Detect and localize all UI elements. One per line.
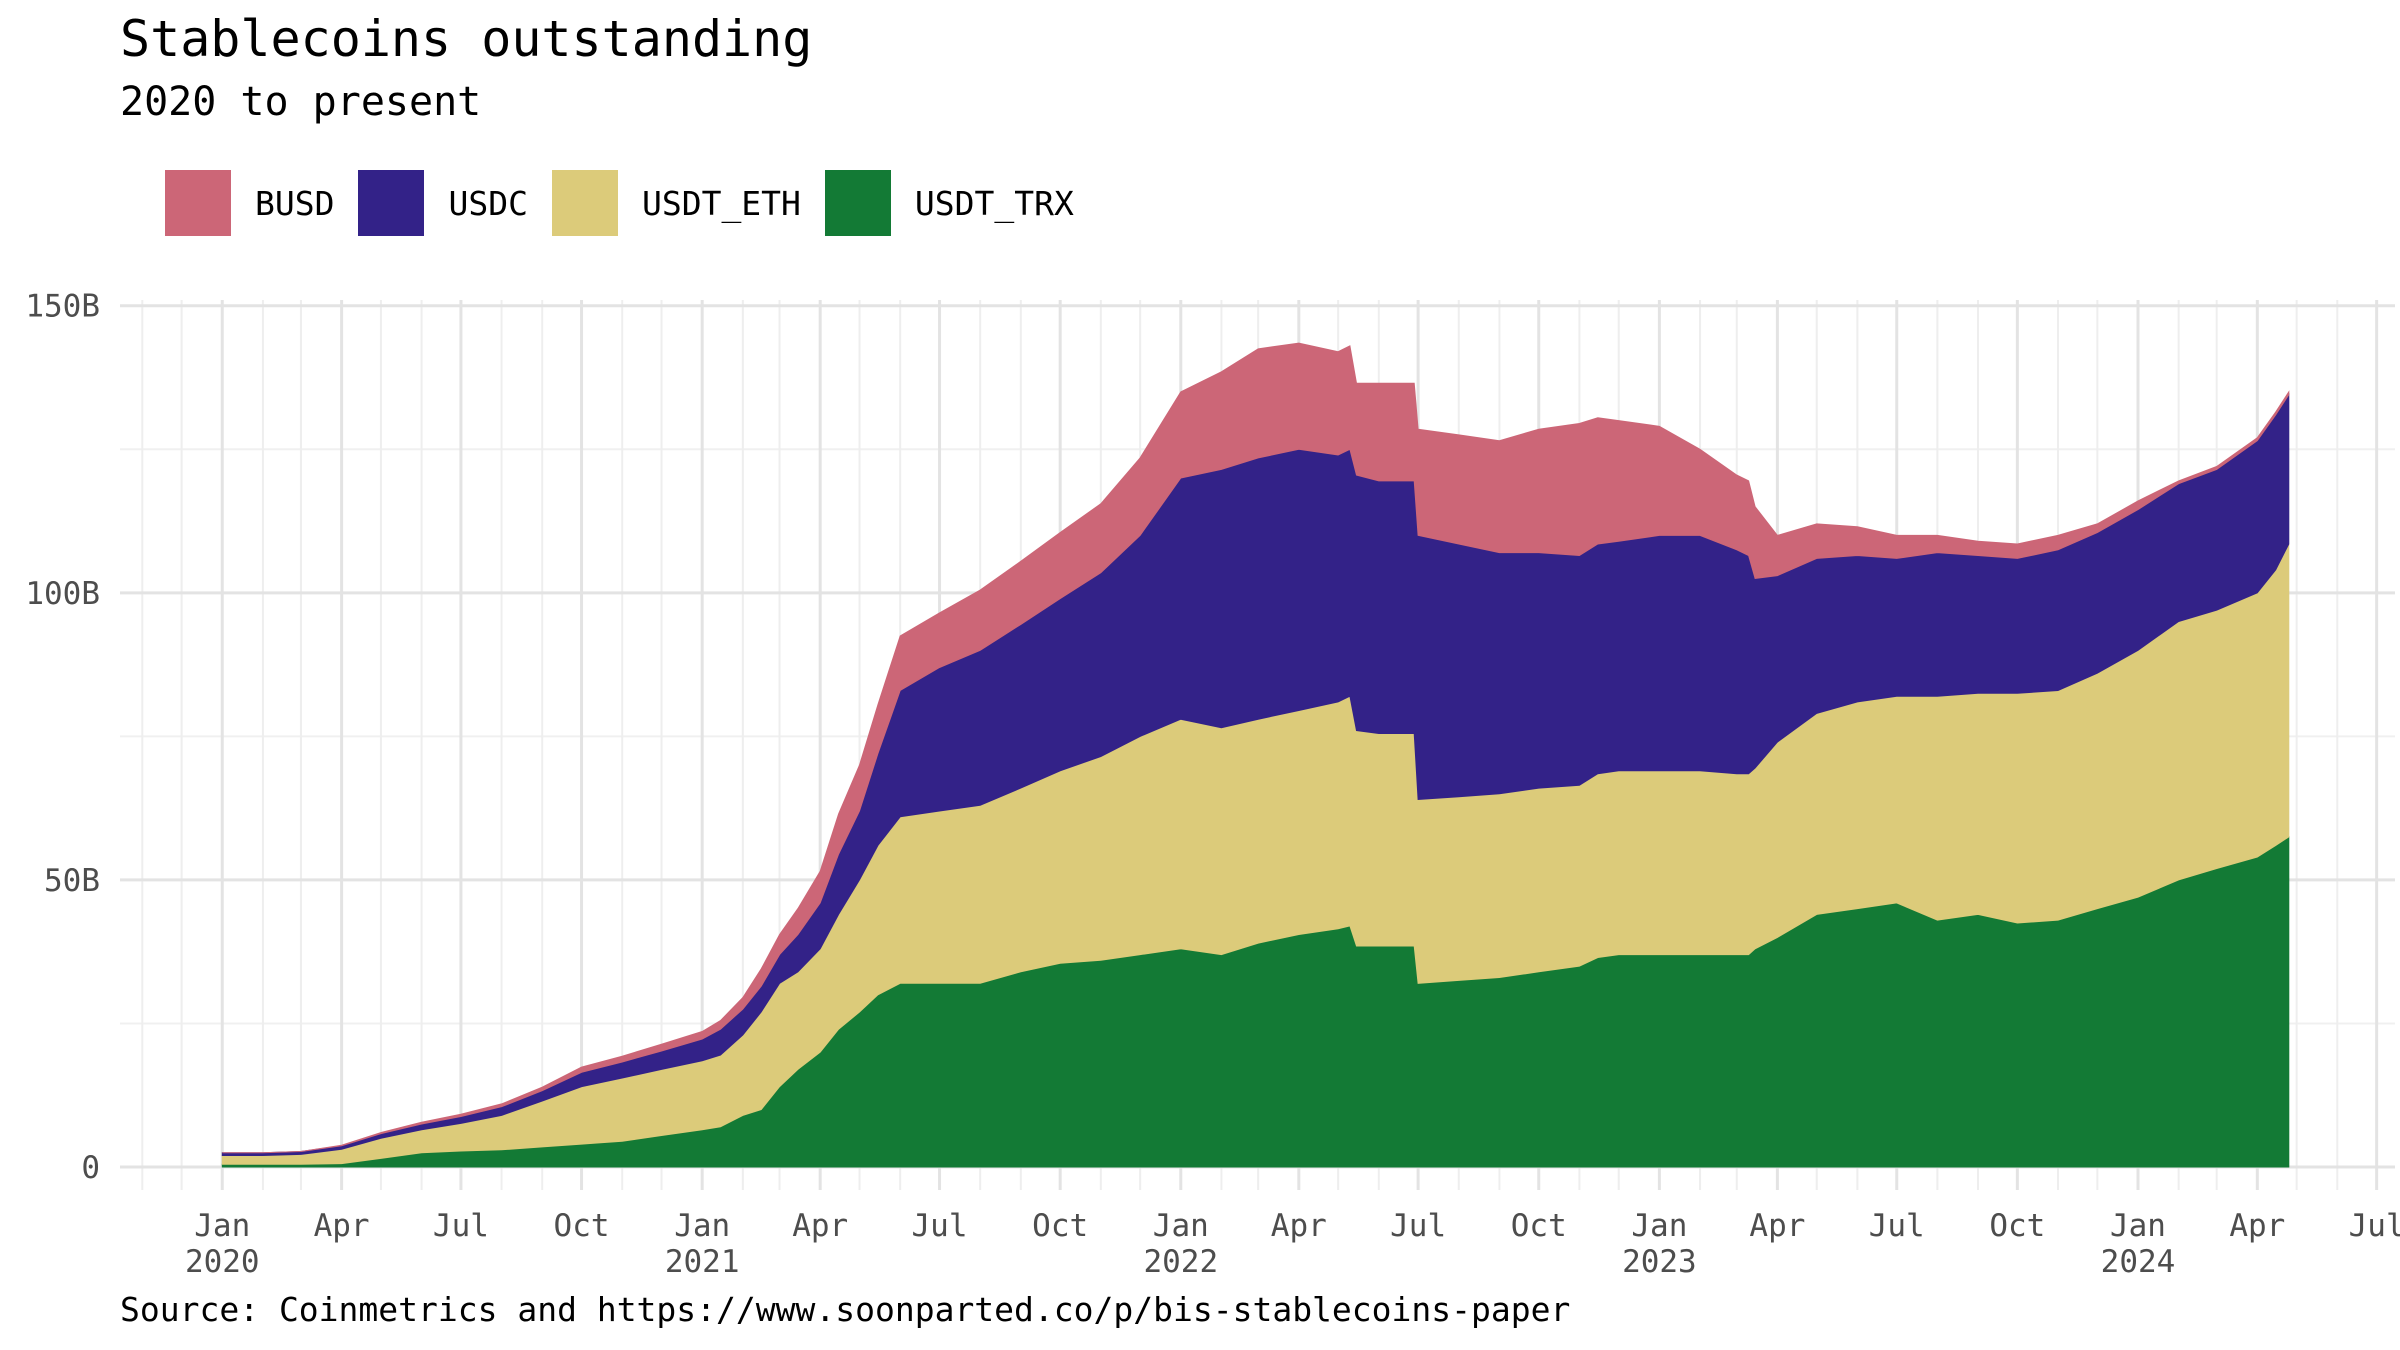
area-busd: [222, 342, 2290, 1154]
legend-item-usdt-trx: USDT_TRX: [824, 170, 1074, 236]
x-tick-label: Jan: [2110, 1208, 2166, 1244]
legend-label-busd: BUSD: [255, 183, 335, 223]
source-caption: Source: Coinmetrics and https://www.soon…: [120, 1290, 1571, 1329]
x-tick-year-label: 2020: [185, 1244, 260, 1280]
y-tick-label: 0: [81, 1150, 100, 1186]
y-tick-label: 100B: [25, 576, 100, 612]
chart-title: Stablecoins outstanding: [120, 10, 813, 68]
x-tick-label: Jan: [1631, 1208, 1687, 1244]
x-tick-year-label: 2024: [2101, 1244, 2176, 1280]
legend-swatch-usdt-trx: [824, 170, 891, 236]
x-tick-label: Jan: [674, 1208, 730, 1244]
x-tick-label: Oct: [554, 1208, 610, 1244]
y-tick-label: 50B: [44, 863, 100, 899]
legend-swatch-busd: [165, 170, 231, 236]
x-tick-label: Jul: [1390, 1208, 1446, 1244]
x-tick-label: Oct: [1989, 1208, 2045, 1244]
y-tick-label: 150B: [25, 289, 100, 325]
x-tick-label: Jul: [433, 1208, 489, 1244]
chart-subtitle: 2020 to present: [120, 79, 482, 125]
x-tick-year-label: 2022: [1143, 1244, 1218, 1280]
x-tick-label: Jul: [2349, 1208, 2400, 1244]
x-tick-label: Apr: [1271, 1208, 1327, 1244]
legend: BUSD USDC USDT_ETH USDT_TRX: [165, 170, 1098, 236]
legend-label-usdt-trx: USDT_TRX: [914, 183, 1074, 223]
x-tick-label: Jul: [912, 1208, 968, 1244]
x-tick-label: Jul: [1869, 1208, 1925, 1244]
x-tick-label: Apr: [2229, 1208, 2285, 1244]
x-tick-label: Apr: [1749, 1208, 1805, 1244]
x-tick-label: Apr: [314, 1208, 370, 1244]
legend-swatch-usdc: [358, 170, 425, 236]
x-tick-year-label: 2021: [665, 1244, 740, 1280]
series-areas: [221, 342, 2290, 1168]
legend-swatch-usdt-eth: [551, 170, 618, 236]
legend-item-usdc: USDC: [358, 170, 528, 236]
x-tick-label: Apr: [792, 1208, 848, 1244]
legend-item-usdt-eth: USDT_ETH: [551, 170, 801, 236]
legend-label-usdc: USDC: [448, 183, 528, 223]
x-tick-label: Oct: [1032, 1208, 1088, 1244]
x-tick-label: Jan: [1153, 1208, 1209, 1244]
legend-label-usdt-eth: USDT_ETH: [641, 183, 801, 223]
x-tick-label: Oct: [1511, 1208, 1567, 1244]
x-tick-year-label: 2023: [1622, 1244, 1697, 1280]
legend-item-busd: BUSD: [165, 170, 334, 236]
x-tick-label: Jan: [194, 1208, 250, 1244]
